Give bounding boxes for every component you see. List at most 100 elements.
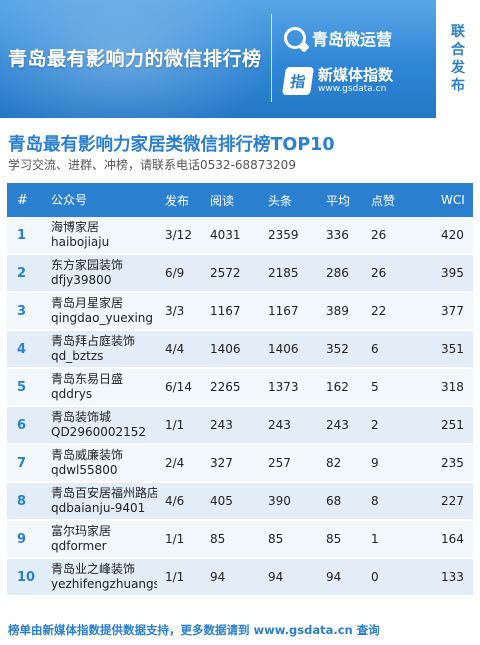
wci-cell: 420 [441, 228, 464, 242]
wci-cell: 318 [441, 380, 464, 394]
rank-cell: 3 [17, 303, 27, 319]
brand-qingdao-weiyunying: 青岛微运营 [284, 26, 392, 50]
headline-cell: 1167 [268, 304, 299, 318]
headline-cell: 1406 [268, 342, 299, 356]
page-subtitle: 学习交流、进群、冲榜，请联系电话0532-68873209 [8, 158, 296, 172]
average-cell: 352 [326, 342, 349, 356]
likes-cell: 26 [371, 266, 387, 280]
average-cell: 82 [326, 456, 342, 470]
wci-cell: 133 [441, 570, 464, 584]
account-cell: 青岛装饰城 QD2960002152 [43, 410, 157, 440]
average-cell: 94 [326, 570, 342, 584]
read-cell: 327 [210, 456, 233, 470]
account-id: qddrys [51, 387, 93, 401]
average-cell: 286 [326, 266, 349, 280]
average-cell: 162 [326, 380, 349, 394]
publish-cell: 1/1 [165, 532, 185, 546]
average-cell: 68 [326, 494, 342, 508]
read-cell: 2265 [210, 380, 241, 394]
publish-cell: 3/12 [165, 228, 192, 242]
account-name: 青岛百安居福州路店 [51, 486, 157, 500]
rank-cell: 7 [17, 455, 27, 471]
table-row: 9 富尔玛家居 qdformer 1/1 85 85 85 1 164 [7, 521, 473, 559]
header-publish: 发布 [165, 193, 190, 208]
rank-cell: 8 [17, 493, 27, 509]
rank-cell: 1 [17, 227, 27, 243]
likes-cell: 0 [371, 570, 379, 584]
account-cell: 青岛百安居福州路店 qdbaianju-9401 [43, 486, 157, 516]
banner-divider [271, 14, 272, 102]
publish-cell: 3/3 [165, 304, 185, 318]
account-id: qdwl55800 [51, 463, 118, 477]
header-headline: 头条 [268, 193, 293, 208]
read-cell: 243 [210, 418, 233, 432]
side-tag-char: 合 [451, 42, 465, 58]
likes-cell: 26 [371, 228, 387, 242]
header-account: 公众号 [51, 192, 88, 207]
account-id: qdbaianju-9401 [51, 501, 146, 515]
account-name: 东方家园装饰 [51, 258, 124, 272]
publish-cell: 6/14 [165, 380, 192, 394]
likes-cell: 5 [371, 380, 379, 394]
likes-cell: 6 [371, 342, 379, 356]
headline-cell: 2185 [268, 266, 299, 280]
headline-cell: 94 [268, 570, 284, 584]
read-cell: 2572 [210, 266, 241, 280]
likes-cell: 22 [371, 304, 387, 318]
rank-cell: 5 [17, 379, 27, 395]
side-tag-char: 布 [451, 78, 465, 94]
account-name: 青岛月星家居 [51, 296, 124, 310]
account-id: qingdao_yuexing [51, 311, 154, 325]
headline-cell: 390 [268, 494, 291, 508]
account-cell: 青岛威廉装饰 qdwl55800 [43, 448, 157, 478]
side-tag-char: 联 [451, 24, 465, 40]
account-name: 青岛业之峰装饰 [51, 562, 136, 576]
banner-title: 青岛最有影响力的微信排行榜 [8, 48, 262, 70]
table-row: 2 东方家园装饰 dfjy39800 6/9 2572 2185 286 26 3… [7, 255, 473, 293]
header-rank: # [17, 192, 28, 208]
account-cell: 青岛东易日盛 qddrys [43, 372, 157, 402]
account-cell: 东方家园装饰 dfjy39800 [43, 258, 157, 288]
wci-cell: 395 [441, 266, 464, 280]
gsdata-logo-icon: 指 [282, 66, 314, 95]
headline-cell: 85 [268, 532, 284, 546]
likes-cell: 2 [371, 418, 379, 432]
brand2-url: www.gsdata.cn [318, 84, 387, 94]
account-cell: 青岛月星家居 qingdao_yuexing [43, 296, 157, 326]
table-row: 1 海博家居 haibojiaju 3/12 4031 2359 336 26 4… [7, 217, 473, 255]
publish-cell: 4/4 [165, 342, 185, 356]
rank-cell: 9 [17, 531, 27, 547]
header-wci: WCI [441, 193, 465, 207]
read-cell: 1406 [210, 342, 241, 356]
average-cell: 336 [326, 228, 349, 242]
read-cell: 85 [210, 532, 226, 546]
average-cell: 243 [326, 418, 349, 432]
publish-cell: 6/9 [165, 266, 185, 280]
table-row: 8 青岛百安居福州路店 qdbaianju-9401 4/6 405 390 68… [7, 483, 473, 521]
account-id: qd_bztzs [51, 349, 104, 363]
rank-cell: 6 [17, 417, 27, 433]
table-row: 3 青岛月星家居 qingdao_yuexing 3/3 1167 1167 38… [7, 293, 473, 331]
rank-cell: 2 [17, 265, 27, 281]
rank-cell: 10 [17, 569, 36, 585]
header-read: 阅读 [210, 193, 235, 208]
wci-cell: 235 [441, 456, 464, 470]
account-id: qdformer [51, 539, 107, 553]
wci-cell: 164 [441, 532, 464, 546]
table-row: 6 青岛装饰城 QD2960002152 1/1 243 243 243 2 25… [7, 407, 473, 445]
average-cell: 389 [326, 304, 349, 318]
account-id: dfjy39800 [51, 273, 112, 287]
average-cell: 85 [326, 532, 342, 546]
table-row: 7 青岛威廉装饰 qdwl55800 2/4 327 257 82 9 235 [7, 445, 473, 483]
account-name: 青岛东易日盛 [51, 372, 124, 386]
headline-cell: 257 [268, 456, 291, 470]
table-row: 5 青岛东易日盛 qddrys 6/14 2265 1373 162 5 318 [7, 369, 473, 407]
read-cell: 1167 [210, 304, 241, 318]
publish-cell: 2/4 [165, 456, 185, 470]
headline-cell: 2359 [268, 228, 299, 242]
account-cell: 富尔玛家居 qdformer [43, 524, 157, 554]
publish-cell: 4/6 [165, 494, 185, 508]
brand2-label: 新媒体指数 [318, 66, 394, 84]
read-cell: 4031 [210, 228, 241, 242]
wci-cell: 377 [441, 304, 464, 318]
